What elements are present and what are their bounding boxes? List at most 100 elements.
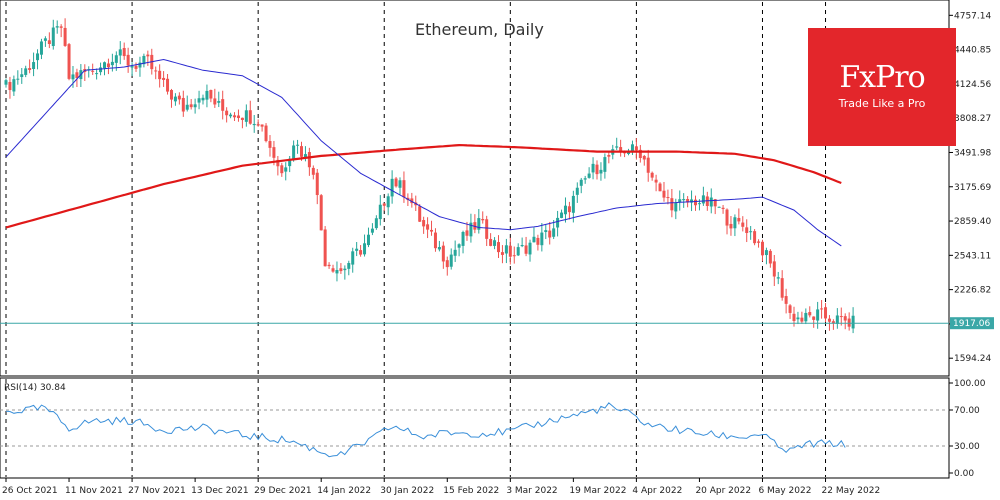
candle-body <box>540 232 544 246</box>
candle-body <box>323 229 327 267</box>
candle-body <box>697 203 701 205</box>
candle-body <box>166 78 170 92</box>
candle-body <box>831 321 835 324</box>
candle-body <box>43 38 47 41</box>
candle-body <box>252 123 256 126</box>
price-axis-label: 2543.11 <box>954 251 991 261</box>
candle-body <box>256 124 260 126</box>
candle-body <box>516 247 520 256</box>
rsi-label: RSI(14) 30.84 <box>4 383 66 393</box>
candle-body <box>366 234 370 246</box>
candle-body <box>67 44 71 79</box>
candle-body <box>528 242 532 255</box>
candle-body <box>296 144 300 146</box>
candle-body <box>374 218 378 229</box>
candle-body <box>741 222 745 227</box>
candle-body <box>24 68 28 75</box>
candle-body <box>335 270 339 274</box>
price-axis: 1594.24 2226.82 2543.11 2859.40 3175.69 3491.… <box>949 11 991 364</box>
price-axis-label: 4124.56 <box>954 80 991 90</box>
candle-body <box>122 48 126 57</box>
candle-body <box>642 155 646 160</box>
candle-body <box>240 117 244 120</box>
candle-body <box>650 172 654 178</box>
candle-body <box>481 218 485 221</box>
candle-body <box>560 212 564 218</box>
candle-body <box>485 219 489 239</box>
candle-body <box>8 81 12 91</box>
candle-body <box>804 312 808 322</box>
candle-body <box>36 53 40 61</box>
candle-body <box>627 152 631 154</box>
candle-body <box>300 146 303 157</box>
candle-body <box>749 231 753 233</box>
time-axis-label: 11 Nov 2021 <box>65 486 123 496</box>
candle-body <box>185 104 189 110</box>
time-axis-label: 6 May 2022 <box>758 486 811 496</box>
price-panel-frame <box>0 0 950 377</box>
rsi-axis: 0.00 30.00 70.00 100.00 <box>949 379 986 479</box>
candle-body <box>75 72 79 79</box>
chart-title: Ethereum, Daily <box>415 20 544 39</box>
candle-body <box>217 101 221 103</box>
candle-body <box>311 167 315 175</box>
price-panel: Ethereum, Daily 1594.24 2226.82 2543.11 285… <box>0 0 994 377</box>
candle-body <box>694 199 697 206</box>
candle-body <box>725 209 729 226</box>
candle-body <box>355 248 359 251</box>
price-axis-label: 2859.40 <box>954 217 991 227</box>
candle-body <box>532 236 536 243</box>
candle-body <box>327 264 331 267</box>
fxpro-logo: FxPro Trade Like a Pro <box>808 28 956 146</box>
candle-body <box>493 240 497 246</box>
rsi-line <box>5 402 846 458</box>
candle-body <box>764 250 768 256</box>
candle-body <box>757 241 761 243</box>
candle-body <box>370 228 374 233</box>
candle-body <box>524 245 528 254</box>
candle-body <box>225 110 229 116</box>
time-axis-label: 14 Jan 2022 <box>317 486 371 496</box>
candle-body <box>666 197 670 199</box>
rsi-axis-label: 0.00 <box>954 469 974 479</box>
candle-body <box>824 307 828 319</box>
price-vertical-grid <box>5 2 827 376</box>
candle-body <box>177 95 181 100</box>
candle-body <box>587 173 591 178</box>
candle-body <box>619 147 623 151</box>
candle-body <box>173 96 177 102</box>
candle-body <box>567 206 571 213</box>
price-axis-label: 2226.82 <box>954 286 991 296</box>
current-price-label: 1917.06 <box>953 319 990 329</box>
candle-body <box>272 147 276 158</box>
candle-body <box>402 180 406 198</box>
candle-body <box>839 316 843 318</box>
candle-body <box>197 98 201 103</box>
candle-body <box>776 277 780 279</box>
candle-body <box>244 110 248 122</box>
time-axis-label: 19 Mar 2022 <box>569 486 626 496</box>
rsi-level-lines <box>0 409 949 447</box>
candle-body <box>595 164 599 175</box>
candle-body <box>28 68 32 70</box>
candle-body <box>410 198 414 204</box>
candle-body <box>39 41 43 55</box>
candle-body <box>201 97 205 101</box>
candle-body <box>4 80 8 85</box>
candle-body <box>784 296 788 304</box>
candle-body <box>591 163 595 173</box>
rsi-panel-frame <box>0 377 950 479</box>
candle-body <box>638 149 642 159</box>
candle-body <box>288 158 292 167</box>
candle-body <box>808 312 812 316</box>
candle-body <box>603 157 607 172</box>
candle-body <box>851 315 855 329</box>
candle-body <box>575 187 579 195</box>
candle-body <box>205 90 209 100</box>
candle-body <box>382 203 386 206</box>
candle-body <box>816 309 820 321</box>
candle-body <box>457 244 461 248</box>
candle-body <box>209 90 213 99</box>
candle-body <box>430 229 434 232</box>
candle-body <box>426 224 430 230</box>
